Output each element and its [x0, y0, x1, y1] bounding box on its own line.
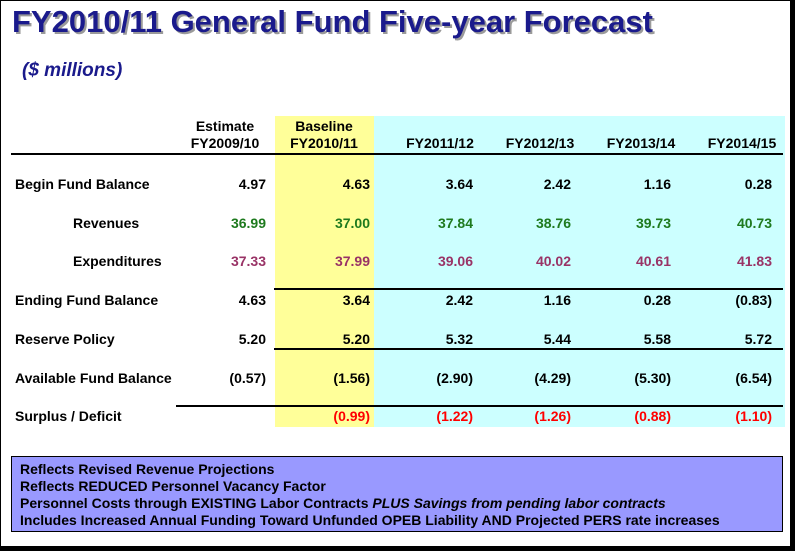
- baseline-column-highlight: [275, 116, 374, 427]
- value-cell: (0.99): [333, 408, 370, 424]
- column-header-line2: FY2009/10: [190, 135, 260, 151]
- value-cell: 40.61: [635, 253, 671, 269]
- value-cell: 3.64: [342, 292, 370, 308]
- value-cell: 41.83: [736, 253, 772, 269]
- row-label-begin-fund-balance: Begin Fund Balance: [15, 176, 150, 192]
- value-cell: (1.10): [735, 408, 772, 424]
- column-header-fy2014-15: FY2014/15: [707, 135, 777, 151]
- value-cell: 0.28: [643, 292, 671, 308]
- value-cell: 36.99: [230, 215, 266, 231]
- note-text: Personnel Costs through EXISTING Labor C…: [20, 495, 373, 511]
- row-label-surplus-deficit: Surplus / Deficit: [15, 408, 122, 424]
- note-line: Reflects REDUCED Personnel Vacancy Facto…: [20, 478, 326, 494]
- value-cell: 1.16: [543, 292, 571, 308]
- forecast-columns-highlight: [374, 116, 785, 427]
- row-label-available-fund-balance: Available Fund Balance: [15, 370, 172, 386]
- value-cell: (2.90): [436, 370, 473, 386]
- value-cell: (0.88): [634, 408, 671, 424]
- value-cell: 5.58: [643, 331, 671, 347]
- value-cell: 3.64: [445, 176, 473, 192]
- row-label-expenditures: Expenditures: [73, 253, 162, 269]
- assumptions-box: Reflects Revised Revenue Projections Ref…: [11, 456, 783, 532]
- value-cell: (0.57): [229, 370, 266, 386]
- column-header-fy2012-13: FY2012/13: [505, 135, 575, 151]
- column-header-estimate: Estimate FY2009/10: [175, 118, 275, 152]
- value-cell: 2.42: [445, 292, 473, 308]
- column-header-fy2013-14: FY2013/14: [606, 135, 676, 151]
- value-cell: 5.32: [445, 331, 473, 347]
- value-cell: 2.42: [543, 176, 571, 192]
- value-cell: (4.29): [534, 370, 571, 386]
- value-cell: 39.73: [635, 215, 671, 231]
- value-cell: 0.28: [744, 176, 772, 192]
- row-label-ending-fund-balance: Ending Fund Balance: [15, 292, 159, 308]
- value-cell: 38.76: [535, 215, 571, 231]
- value-cell: 5.20: [342, 331, 370, 347]
- total-divider: [274, 288, 783, 290]
- column-header-line1: Baseline: [295, 118, 353, 134]
- column-header-line1: Estimate: [195, 118, 255, 134]
- column-header-baseline: Baseline FY2010/11: [274, 118, 374, 152]
- value-cell: (1.26): [534, 408, 571, 424]
- value-cell: 5.20: [238, 331, 266, 347]
- value-cell: (5.30): [634, 370, 671, 386]
- note-text-italic: PLUS Savings from pending labor contract…: [372, 495, 666, 511]
- value-cell: 4.97: [238, 176, 266, 192]
- note-line: Personnel Costs through EXISTING Labor C…: [20, 495, 782, 512]
- value-cell: 4.63: [238, 292, 266, 308]
- header-divider: [11, 153, 783, 155]
- value-cell: 5.72: [744, 331, 772, 347]
- value-cell: (6.54): [735, 370, 772, 386]
- value-cell: (1.22): [436, 408, 473, 424]
- value-cell: 37.00: [334, 215, 370, 231]
- value-cell: 39.06: [437, 253, 473, 269]
- page-title: FY2010/11 General Fund Five-year Forecas…: [12, 4, 653, 39]
- value-cell: 40.02: [535, 253, 571, 269]
- column-header-line2: FY2010/11: [290, 135, 358, 151]
- value-cell: 37.84: [437, 215, 473, 231]
- column-header-fy2011-12: FY2011/12: [406, 135, 474, 151]
- value-cell: 37.99: [334, 253, 370, 269]
- value-cell: (1.56): [333, 370, 370, 386]
- value-cell: (0.83): [735, 292, 772, 308]
- value-cell: 40.73: [736, 215, 772, 231]
- row-label-revenues: Revenues: [73, 215, 140, 231]
- row-label-reserve-policy: Reserve Policy: [15, 331, 115, 347]
- value-cell: 4.63: [342, 176, 370, 192]
- value-cell: 37.33: [230, 253, 266, 269]
- page-subtitle: ($ millions): [22, 60, 123, 81]
- available-divider: [176, 405, 783, 407]
- note-line: Reflects Revised Revenue Projections: [20, 461, 275, 477]
- note-line: Includes Increased Annual Funding Toward…: [20, 512, 720, 528]
- reserve-divider: [274, 348, 783, 350]
- value-cell: 5.44: [543, 331, 571, 347]
- value-cell: 1.16: [643, 176, 671, 192]
